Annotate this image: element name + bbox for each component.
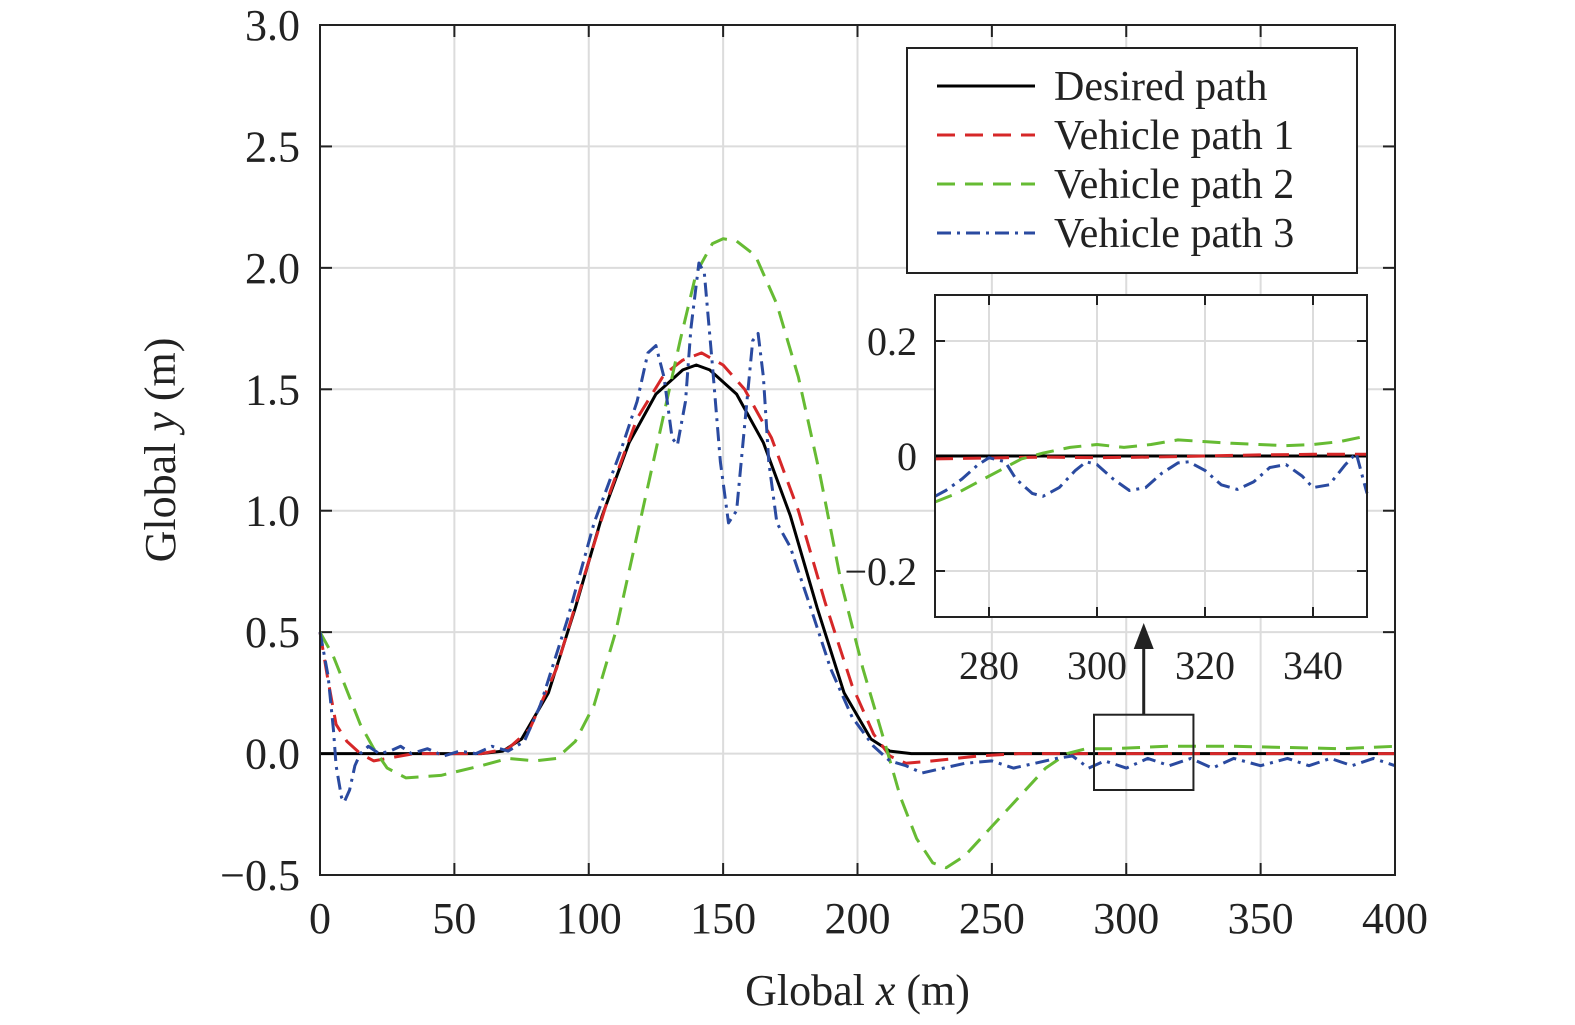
y-tick-label: 2.0 bbox=[245, 244, 300, 293]
inset-frame bbox=[934, 294, 1368, 618]
series-line-vehicle-path-2 bbox=[318, 237, 1396, 870]
inset-y-tick-label: −0.2 bbox=[844, 549, 917, 594]
x-tick-label: 300 bbox=[1093, 894, 1159, 943]
inset-x-tick-label: 280 bbox=[959, 643, 1019, 688]
y-tick-label: 2.5 bbox=[245, 122, 300, 171]
inset-chart: 280 300 320 340 0.2 0 −0.2 bbox=[844, 294, 1369, 688]
x-tick-label: 150 bbox=[690, 894, 756, 943]
inset-series-line-vehicle-path-1 bbox=[934, 452, 1367, 461]
x-tick-label: 400 bbox=[1362, 894, 1428, 943]
x-tick-label: 250 bbox=[959, 894, 1025, 943]
zoom-arrow-head bbox=[1133, 623, 1154, 649]
legend-label: Vehicle path 1 bbox=[1054, 113, 1294, 159]
y-tick-label: 3.0 bbox=[245, 1, 300, 50]
y-tick-label: 0.5 bbox=[245, 608, 300, 657]
x-tick-label: 100 bbox=[556, 894, 622, 943]
x-tick-label: 350 bbox=[1228, 894, 1294, 943]
inset-x-tick-label: 300 bbox=[1067, 643, 1127, 688]
y-axis-title: Global y (m) bbox=[136, 338, 185, 563]
x-tick-label: 0 bbox=[309, 894, 331, 943]
zoom-indicator bbox=[1093, 623, 1195, 792]
axis-ticks: 0 50 100 150 200 250 300 350 400 −0.5 0.0 0.5 1.0 1.5… bbox=[220, 1, 1428, 943]
inset-x-tick-label: 340 bbox=[1283, 643, 1343, 688]
series-lines bbox=[318, 237, 1396, 870]
y-tick-label: 1.5 bbox=[245, 365, 300, 414]
legend-label: Vehicle path 3 bbox=[1054, 211, 1294, 257]
inset-y-tick-label: 0.2 bbox=[867, 319, 917, 364]
inset-series-line-vehicle-path-2 bbox=[934, 434, 1368, 504]
plot-frame bbox=[319, 24, 1396, 876]
x-axis-title: Global x (m) bbox=[745, 966, 970, 1015]
inset-x-tick-label: 320 bbox=[1175, 643, 1235, 688]
inset-series-line-vehicle-path-3 bbox=[934, 451, 1369, 498]
x-tick-label: 50 bbox=[432, 894, 476, 943]
legend-label: Vehicle path 2 bbox=[1054, 162, 1294, 208]
x-tick-label: 200 bbox=[825, 894, 891, 943]
y-tick-label: −0.5 bbox=[220, 851, 300, 900]
y-tick-label: 0.0 bbox=[245, 730, 300, 779]
y-tick-label: 1.0 bbox=[245, 487, 300, 536]
legend-label: Desired path bbox=[1054, 64, 1267, 110]
series-line-vehicle-path-3 bbox=[318, 261, 1396, 804]
inset-y-tick-label: 0 bbox=[897, 434, 917, 479]
